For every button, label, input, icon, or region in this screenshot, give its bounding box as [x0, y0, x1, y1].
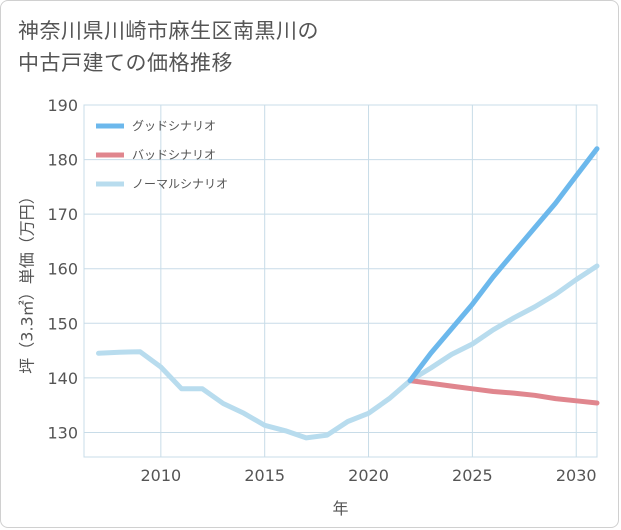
y-tick-label-130: 130	[47, 423, 78, 442]
legend-label-2: ノーマルシナリオ	[132, 177, 228, 191]
legend-label-1: バッドシナリオ	[132, 148, 216, 162]
x-tick-label-2025: 2025	[452, 466, 493, 485]
x-axis-ticks: 2010 2015 2020 2025 2030	[140, 466, 596, 485]
y-axis-title: 坪（3.3㎡）単価（万円）	[18, 188, 37, 373]
series-line-1	[407, 378, 600, 406]
y-tick-label-180: 180	[47, 151, 78, 170]
x-tick-label-2015: 2015	[244, 466, 285, 485]
x-tick-label-2020: 2020	[348, 466, 389, 485]
x-tick-label-2030: 2030	[556, 466, 597, 485]
series-lines	[96, 146, 600, 441]
y-tick-label-160: 160	[47, 260, 78, 279]
chart-title-line-2: 中古戸建ての価格推移	[18, 51, 233, 75]
y-tick-label-170: 170	[47, 205, 78, 224]
y-tick-label-150: 150	[47, 314, 78, 333]
y-tick-label-140: 140	[47, 369, 78, 388]
legend-label-0: グッドシナリオ	[132, 119, 216, 133]
x-tick-label-2010: 2010	[140, 466, 181, 485]
x-axis-title: 年	[332, 499, 348, 518]
series-line-0	[407, 146, 600, 384]
chart-title: 神奈川県川崎市麻生区南黒川の 中古戸建ての価格推移	[18, 15, 319, 79]
series-line-2	[96, 263, 600, 441]
chart-title-line-1: 神奈川県川崎市麻生区南黒川の	[18, 19, 319, 43]
y-tick-label-190: 190	[47, 96, 78, 115]
y-axis-ticks: 130 140 150 160 170 180 190	[47, 96, 78, 442]
